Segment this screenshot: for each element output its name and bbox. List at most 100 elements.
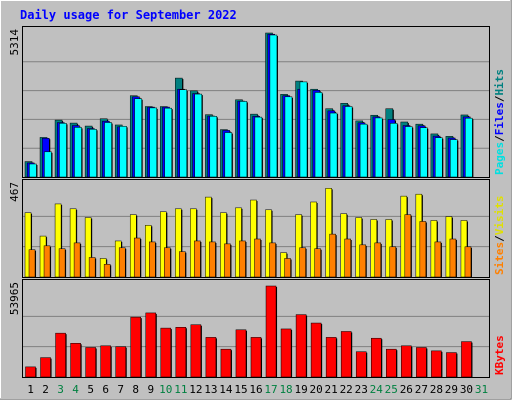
bar-sites-day-10-fill (164, 247, 171, 278)
bar-sites-day-15 (239, 240, 247, 278)
bar-pages-day-26 (404, 126, 414, 178)
bar-visits-day-19 (295, 214, 303, 278)
bar-sites-day-15-fill (239, 240, 246, 278)
bar-sites-day-24-fill (374, 242, 382, 278)
bar-kbytes-day-23-fill (355, 351, 367, 378)
bar-sites-day-6 (103, 264, 112, 278)
x-label-day-6: 6 (102, 383, 109, 396)
bar-sites-day-7 (118, 247, 127, 278)
bar-visits-day-20-fill (310, 201, 317, 278)
bar-pages-day-9-fill (149, 107, 157, 178)
bar-sites-day-12 (194, 240, 202, 278)
bar-pages-day-14 (224, 132, 233, 178)
bar-sites-day-21 (329, 233, 337, 278)
bar-sites-day-22 (344, 238, 352, 278)
bar-pages-day-1-fill (29, 163, 37, 178)
bar-pages-day-18 (284, 96, 293, 178)
legend-hits-files-pages-part-0: Pages (493, 142, 506, 175)
bar-kbytes-day-29 (446, 352, 458, 378)
x-label-day-13: 13 (204, 383, 217, 396)
x-label-day-22: 22 (340, 383, 353, 396)
bar-kbytes-day-27-fill (416, 347, 427, 378)
bar-visits-day-11 (175, 208, 183, 278)
x-label-day-28: 28 (430, 383, 443, 396)
bar-pages-day-8 (134, 98, 143, 178)
bar-sites-day-10 (164, 247, 172, 278)
x-label-day-2: 2 (42, 383, 49, 396)
bar-pages-day-26-fill (404, 126, 413, 178)
bar-sites-day-1-fill (28, 249, 36, 278)
bar-kbytes-day-25-fill (386, 348, 397, 378)
bar-kbytes-day-28-fill (431, 350, 442, 378)
bar-kbytes-day-1-fill (25, 366, 36, 378)
legend-hits-files-pages: Pages/Files/Hits (493, 69, 506, 175)
x-label-day-12: 12 (189, 383, 202, 396)
bar-kbytes-day-6 (100, 345, 112, 378)
bar-visits-day-3 (54, 203, 63, 278)
bar-kbytes-day-21-fill (325, 337, 337, 378)
bar-sites-day-16 (254, 238, 262, 278)
bar-kbytes-day-11 (175, 327, 187, 378)
bar-kbytes-day-19-fill (295, 314, 307, 378)
bar-sites-day-24 (374, 242, 382, 278)
bar-visits-day-1 (24, 212, 33, 278)
bar-pages-day-22-fill (344, 106, 353, 178)
panel-kbytes: 53965 KBytes (8, 279, 506, 378)
x-label-day-3: 3 (57, 383, 64, 396)
bar-sites-day-17 (269, 242, 277, 278)
bar-sites-day-28 (434, 241, 442, 278)
bar-visits-day-5-fill (84, 217, 92, 278)
bar-kbytes-day-24 (370, 337, 383, 378)
bar-kbytes-day-23 (355, 351, 368, 378)
bar-sites-day-4-fill (73, 242, 81, 278)
bar-kbytes-day-26 (401, 345, 413, 378)
x-label-day-19: 19 (294, 383, 307, 396)
bar-kbytes-day-10 (160, 327, 172, 378)
legend-visits-sites-part-0: Sites (493, 242, 506, 275)
bar-kbytes-day-8 (130, 316, 142, 378)
x-label-day-10: 10 (159, 383, 172, 396)
bar-kbytes-day-15-fill (235, 329, 247, 378)
bar-sites-day-14 (224, 243, 232, 278)
bar-sites-day-12-fill (194, 240, 201, 278)
x-label-day-4: 4 (72, 383, 79, 396)
bar-kbytes-day-5 (85, 347, 97, 378)
x-label-day-7: 7 (117, 383, 124, 396)
bar-kbytes-day-29-fill (446, 352, 457, 378)
bar-kbytes-day-5-fill (85, 347, 96, 378)
bar-visits-day-16-fill (250, 199, 257, 278)
bar-pages-day-19 (299, 81, 309, 178)
bar-pages-day-28-fill (435, 137, 443, 178)
bar-kbytes-day-4-fill (70, 343, 81, 378)
bar-visits-day-13 (205, 196, 213, 278)
bar-pages-day-1 (29, 163, 38, 178)
legend-kbytes-part-0: KBytes (493, 335, 506, 375)
bar-pages-day-14-fill (224, 132, 233, 178)
bar-sites-day-17-fill (269, 242, 276, 278)
bar-sites-day-13-fill (209, 241, 216, 278)
bar-kbytes-day-20-fill (310, 322, 322, 378)
bar-kbytes-day-26-fill (401, 345, 412, 378)
bar-pages-day-16-fill (254, 116, 263, 178)
bar-kbytes-day-10-fill (160, 327, 172, 378)
bar-kbytes-day-22 (340, 331, 353, 378)
bar-kbytes-day-21 (325, 337, 338, 378)
bar-pages-day-6-fill (104, 122, 112, 178)
bar-sites-day-8-fill (133, 237, 141, 278)
bar-pages-day-24-fill (374, 117, 383, 178)
bar-pages-day-24 (374, 117, 384, 178)
bar-sites-day-2-fill (43, 245, 51, 278)
bar-sites-day-30-fill (464, 246, 472, 278)
x-label-day-18: 18 (279, 383, 292, 396)
x-label-day-27: 27 (415, 383, 428, 396)
x-label-day-25: 25 (385, 383, 398, 396)
bar-kbytes-day-13 (205, 337, 217, 378)
bar-pages-day-27-fill (419, 127, 428, 178)
legend-visits-sites-part-2: Visits (493, 196, 506, 236)
bar-kbytes-day-17-fill (265, 285, 277, 378)
bar-sites-day-11 (179, 251, 187, 278)
bar-visits-day-11-fill (175, 208, 182, 278)
x-label-day-16: 16 (249, 383, 262, 396)
bar-pages-day-23-fill (359, 123, 368, 178)
